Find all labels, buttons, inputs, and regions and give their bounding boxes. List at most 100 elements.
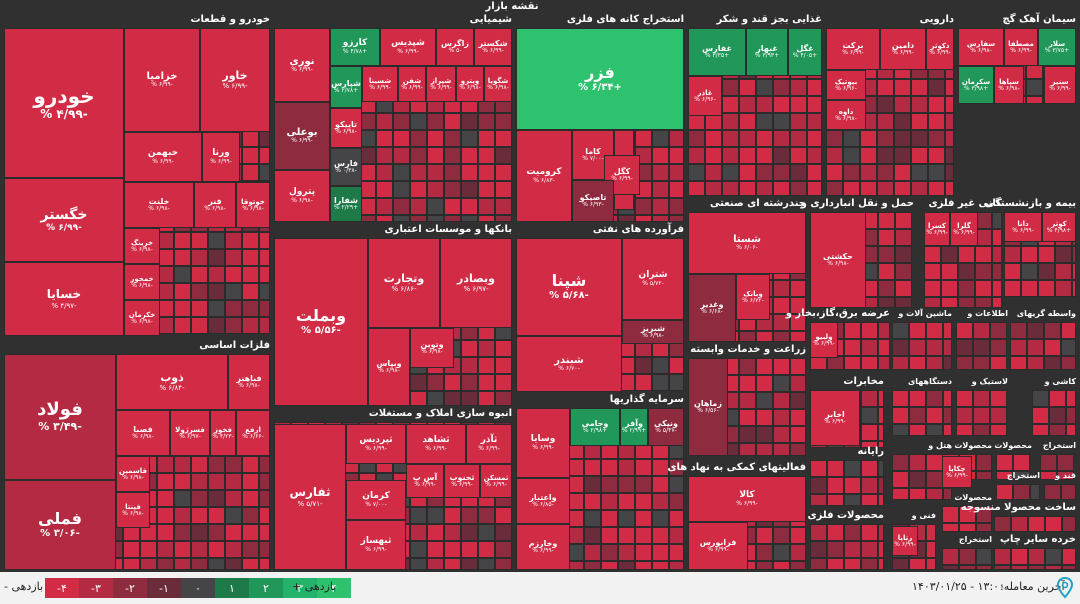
small-stock-tile[interactable] xyxy=(773,164,790,181)
small-stock-tile[interactable] xyxy=(1049,424,1066,436)
small-stock-tile[interactable] xyxy=(739,79,756,96)
small-stock-tile[interactable] xyxy=(722,181,739,196)
small-stock-tile[interactable] xyxy=(461,374,478,391)
small-stock-tile[interactable] xyxy=(827,460,844,477)
small-stock-tile[interactable] xyxy=(807,113,822,130)
small-stock-tile[interactable] xyxy=(943,390,952,407)
stock-tile[interactable]: شفارا +۲/۲۹ % xyxy=(330,186,362,222)
small-stock-tile[interactable] xyxy=(478,524,495,541)
small-stock-tile[interactable] xyxy=(990,339,1007,356)
legend-swatch[interactable]: -۴ xyxy=(45,578,79,598)
small-stock-tile[interactable] xyxy=(427,507,444,524)
small-stock-tile[interactable] xyxy=(790,392,806,409)
small-stock-tile[interactable] xyxy=(601,527,618,544)
small-stock-tile[interactable] xyxy=(242,541,259,558)
small-stock-tile[interactable] xyxy=(892,558,909,570)
small-stock-tile[interactable] xyxy=(208,249,225,266)
small-stock-tile[interactable] xyxy=(994,548,1011,565)
small-stock-tile[interactable] xyxy=(722,130,739,147)
small-stock-tile[interactable] xyxy=(410,524,427,541)
small-stock-tile[interactable] xyxy=(495,198,512,215)
small-stock-tile[interactable] xyxy=(393,164,410,181)
small-stock-tile[interactable] xyxy=(495,215,512,222)
small-stock-tile[interactable] xyxy=(427,113,444,130)
small-stock-tile[interactable] xyxy=(877,79,894,96)
small-stock-tile[interactable] xyxy=(909,356,926,370)
small-stock-tile[interactable] xyxy=(843,164,860,181)
small-stock-tile[interactable] xyxy=(635,198,652,215)
small-stock-tile[interactable] xyxy=(861,494,878,506)
small-stock-tile[interactable] xyxy=(790,79,807,96)
small-stock-tile[interactable] xyxy=(208,317,225,334)
small-stock-tile[interactable] xyxy=(225,507,242,524)
small-stock-tile[interactable] xyxy=(242,232,259,249)
small-stock-tile[interactable] xyxy=(410,198,427,215)
small-stock-tile[interactable] xyxy=(174,473,191,490)
small-stock-tile[interactable] xyxy=(1044,339,1061,356)
small-stock-tile[interactable] xyxy=(191,473,208,490)
small-stock-tile[interactable] xyxy=(478,130,495,147)
small-stock-tile[interactable] xyxy=(601,561,618,570)
small-stock-tile[interactable] xyxy=(773,96,790,113)
small-stock-tile[interactable] xyxy=(225,249,242,266)
small-stock-tile[interactable] xyxy=(895,212,912,229)
small-stock-tile[interactable] xyxy=(259,164,270,181)
small-stock-tile[interactable] xyxy=(992,246,1002,263)
small-stock-tile[interactable] xyxy=(584,459,601,476)
stock-tile[interactable]: شیراز -۶/۹۹ % xyxy=(426,66,456,102)
small-stock-tile[interactable] xyxy=(1040,454,1057,471)
small-stock-tile[interactable] xyxy=(924,297,941,308)
small-stock-tile[interactable] xyxy=(945,147,954,164)
small-stock-tile[interactable] xyxy=(478,391,495,406)
small-stock-tile[interactable] xyxy=(994,516,1011,532)
small-stock-tile[interactable] xyxy=(861,322,878,339)
small-stock-tile[interactable] xyxy=(495,374,512,391)
small-stock-tile[interactable] xyxy=(739,331,756,342)
stock-tile[interactable]: وبملت -۵/۵۶ % xyxy=(274,238,368,406)
small-stock-tile[interactable] xyxy=(1061,322,1076,339)
small-stock-tile[interactable] xyxy=(478,374,495,391)
small-stock-tile[interactable] xyxy=(461,198,478,215)
small-stock-tile[interactable] xyxy=(861,541,878,558)
small-stock-tile[interactable] xyxy=(878,390,884,407)
small-stock-tile[interactable] xyxy=(1010,322,1027,339)
small-stock-tile[interactable] xyxy=(976,471,992,480)
stock-tile[interactable]: فنر -۶/۹۸ % xyxy=(194,182,236,228)
small-stock-tile[interactable] xyxy=(739,392,756,409)
small-stock-tile[interactable] xyxy=(259,541,270,558)
small-stock-tile[interactable] xyxy=(756,392,773,409)
small-stock-tile[interactable] xyxy=(877,113,894,130)
small-stock-tile[interactable] xyxy=(892,322,909,339)
small-stock-tile[interactable] xyxy=(191,541,208,558)
small-stock-tile[interactable] xyxy=(410,130,427,147)
small-stock-tile[interactable] xyxy=(669,164,684,181)
stock-tile[interactable]: شپارس +۲/۷۸ % xyxy=(330,66,362,108)
location-pin-icon[interactable] xyxy=(1056,577,1074,599)
small-stock-tile[interactable] xyxy=(410,215,427,222)
stock-tile[interactable]: ذوب -۶/۸۴ % xyxy=(116,354,228,410)
small-stock-tile[interactable] xyxy=(878,263,895,280)
small-stock-tile[interactable] xyxy=(790,409,806,426)
small-stock-tile[interactable] xyxy=(756,331,773,342)
small-stock-tile[interactable] xyxy=(926,471,943,488)
small-stock-tile[interactable] xyxy=(635,544,652,561)
small-stock-tile[interactable] xyxy=(478,147,495,164)
stock-tile[interactable]: ونیکی -۵/۴۷ % xyxy=(648,408,684,446)
small-stock-tile[interactable] xyxy=(956,407,973,424)
small-stock-tile[interactable] xyxy=(584,493,601,510)
stock-tile[interactable]: برکت -۶/۹۹ % xyxy=(826,28,880,70)
small-stock-tile[interactable] xyxy=(790,527,806,544)
stock-tile[interactable]: شپدیس -۶/۹۹ % xyxy=(380,28,436,66)
small-stock-tile[interactable] xyxy=(861,339,878,356)
small-stock-tile[interactable] xyxy=(790,544,806,561)
small-stock-tile[interactable] xyxy=(242,147,259,164)
small-stock-tile[interactable] xyxy=(427,374,444,391)
small-stock-tile[interactable] xyxy=(973,356,990,370)
small-stock-tile[interactable] xyxy=(943,322,952,339)
small-stock-tile[interactable] xyxy=(1032,424,1049,436)
stock-tile[interactable]: نوری -۶/۹۹ % xyxy=(274,28,330,102)
small-stock-tile[interactable] xyxy=(756,96,773,113)
small-stock-tile[interactable] xyxy=(894,79,911,96)
small-stock-tile[interactable] xyxy=(773,409,790,426)
small-stock-tile[interactable] xyxy=(191,266,208,283)
